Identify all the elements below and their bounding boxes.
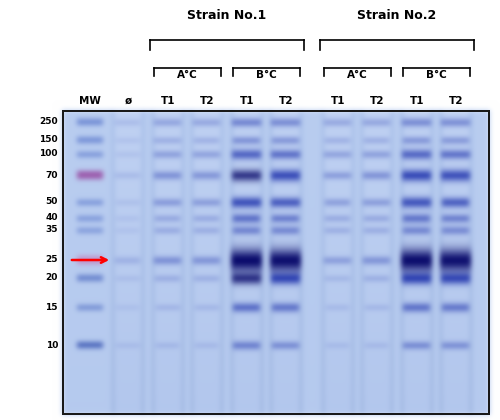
Text: T2: T2 (279, 96, 293, 106)
Text: T1: T1 (410, 96, 424, 106)
Text: 35: 35 (46, 226, 58, 234)
Text: 20: 20 (46, 273, 58, 283)
Text: T2: T2 (200, 96, 214, 106)
Text: 70: 70 (46, 171, 58, 179)
Text: T2: T2 (449, 96, 463, 106)
Text: MW: MW (79, 96, 101, 106)
Text: B°C: B°C (256, 70, 277, 80)
Text: 15: 15 (46, 302, 58, 312)
Text: ø: ø (124, 96, 132, 106)
Text: 150: 150 (40, 136, 58, 144)
Text: A°C: A°C (177, 70, 198, 80)
Text: T1: T1 (331, 96, 345, 106)
Text: 10: 10 (46, 341, 58, 349)
Text: T1: T1 (161, 96, 176, 106)
Text: Strain No.1: Strain No.1 (188, 9, 266, 22)
Text: 40: 40 (46, 213, 58, 223)
Text: 100: 100 (40, 150, 58, 158)
Text: 50: 50 (46, 197, 58, 207)
Text: B°C: B°C (426, 70, 447, 80)
Text: 250: 250 (40, 118, 58, 126)
Text: T2: T2 (370, 96, 384, 106)
Text: Strain No.2: Strain No.2 (358, 9, 436, 22)
Text: T1: T1 (240, 96, 254, 106)
Text: 25: 25 (46, 255, 58, 265)
Text: A°C: A°C (347, 70, 368, 80)
